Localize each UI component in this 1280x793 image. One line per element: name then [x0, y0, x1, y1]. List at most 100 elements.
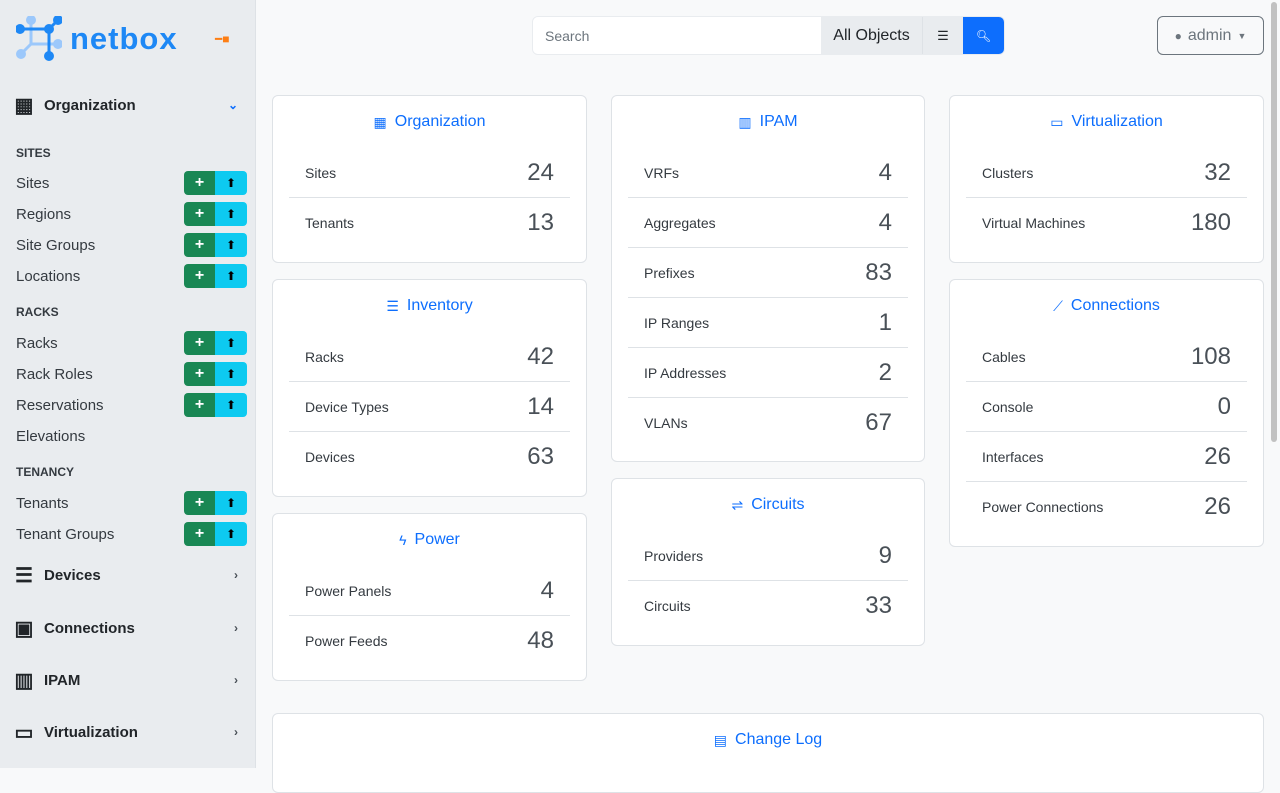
sidebar-group-virtualization[interactable]: ▭ Virtualization › — [0, 712, 256, 752]
card-power: ϟ Power Power Panels 4 Power Feeds 48 — [272, 513, 587, 681]
stat-row[interactable]: Cables 108 — [966, 332, 1247, 382]
chevron-right-icon: › — [234, 673, 238, 687]
stat-count: 2 — [878, 358, 892, 386]
stat-row[interactable]: Virtual Machines 180 — [966, 198, 1247, 248]
stat-row[interactable]: Power Feeds 48 — [289, 616, 570, 666]
stat-row[interactable]: Sites 24 — [289, 148, 570, 198]
netbox-logo[interactable]: netbox — [16, 16, 178, 62]
card-title[interactable]: ⟋ Connections — [950, 280, 1263, 332]
stat-count: 9 — [878, 541, 892, 569]
import-button[interactable]: ⬆ — [215, 522, 247, 546]
import-button[interactable]: ⬆ — [215, 331, 247, 355]
card-title-text: Connections — [1070, 297, 1160, 314]
card-circuits: ⇌ Circuits Providers 9 Circuits 33 — [611, 478, 925, 646]
stat-row[interactable]: Aggregates 4 — [628, 198, 908, 248]
sidebar-item-label: Locations — [16, 267, 81, 285]
card-title[interactable]: ▦ Organization — [273, 96, 586, 148]
chevron-right-icon: › — [234, 621, 238, 635]
stat-label: Circuits — [644, 598, 691, 614]
username: admin — [1187, 26, 1232, 44]
sidebar-item-tenants[interactable]: Tenants + ⬆ — [0, 490, 256, 516]
sidebar-item-elevations[interactable]: Elevations — [0, 423, 256, 449]
card-title-text: Organization — [394, 113, 486, 130]
add-button[interactable]: + — [184, 491, 215, 515]
sidebar-item-regions[interactable]: Regions + ⬆ — [0, 201, 256, 227]
chevron-down-icon: ⌄ — [227, 98, 238, 112]
card-title[interactable]: ▥ IPAM — [612, 96, 924, 148]
sidebar-item-site-groups[interactable]: Site Groups + ⬆ — [0, 232, 256, 258]
stat-label: Power Connections — [982, 499, 1104, 515]
add-button[interactable]: + — [184, 171, 215, 195]
item-actions: + ⬆ — [184, 233, 247, 257]
ethernet-icon: ▣ — [14, 617, 34, 640]
sidebar-item-locations[interactable]: Locations + ⬆ — [0, 263, 256, 289]
stat-count: 180 — [1190, 209, 1231, 236]
add-button[interactable]: + — [184, 362, 215, 386]
card-title[interactable]: ☰ Inventory — [273, 280, 586, 332]
search-scope-select[interactable]: All Objects — [821, 17, 922, 54]
sidebar-item-label: Racks — [16, 334, 58, 352]
import-button[interactable]: ⬆ — [215, 362, 247, 386]
card-title-text: Inventory — [406, 297, 473, 314]
sidebar-group-devices[interactable]: ☰ Devices › — [0, 555, 256, 595]
stat-label: Virtual Machines — [982, 215, 1086, 231]
search-button[interactable]: 🔍︎ — [963, 17, 1004, 54]
stat-row[interactable]: Circuits 33 — [628, 581, 908, 631]
stat-row[interactable]: Tenants 13 — [289, 198, 570, 248]
sidebar-item-tenant-groups[interactable]: Tenant Groups + ⬆ — [0, 521, 256, 547]
sidebar-group-label: IPAM — [44, 671, 81, 689]
add-button[interactable]: + — [184, 264, 215, 288]
import-button[interactable]: ⬆ — [215, 171, 247, 195]
card-title[interactable]: ϟ Power — [273, 514, 586, 566]
pin-sidebar-icon[interactable]: ━■ — [215, 32, 230, 46]
import-button[interactable]: ⬆ — [215, 393, 247, 417]
add-button[interactable]: + — [184, 202, 215, 226]
stat-row[interactable]: Device Types 14 — [289, 382, 570, 432]
stat-row[interactable]: VRFs 4 — [628, 148, 908, 198]
sidebar-item-sites[interactable]: Sites + ⬆ — [0, 170, 256, 196]
stat-row[interactable]: Racks 42 — [289, 332, 570, 382]
sidebar-group-ipam[interactable]: ▥ IPAM › — [0, 660, 256, 700]
sidebar-group-label: Devices — [44, 566, 101, 584]
card-title[interactable]: ▤ Change Log — [273, 714, 1263, 766]
circuits-icon: ⇌ — [731, 496, 744, 513]
stat-row[interactable]: Clusters 32 — [966, 148, 1247, 198]
stat-row[interactable]: VLANs 67 — [628, 398, 908, 448]
card-title[interactable]: ⇌ Circuits — [612, 479, 924, 531]
stat-row[interactable]: Prefixes 83 — [628, 248, 908, 298]
import-button[interactable]: ⬆ — [215, 264, 247, 288]
filter-icon[interactable]: ☰ — [922, 17, 963, 54]
lightning-icon: ϟ — [399, 532, 407, 548]
stat-row[interactable]: Interfaces 26 — [966, 432, 1247, 482]
sidebar-group-connections[interactable]: ▣ Connections › — [0, 608, 256, 648]
stat-label: Interfaces — [982, 448, 1044, 465]
stat-count: 48 — [527, 627, 554, 654]
scrollbar[interactable] — [1271, 2, 1277, 442]
import-button[interactable]: ⬆ — [215, 491, 247, 515]
sidebar-item-rack-roles[interactable]: Rack Roles + ⬆ — [0, 361, 256, 387]
user-menu-button[interactable]: ● admin ▼ — [1157, 16, 1264, 55]
stat-count: 42 — [527, 342, 554, 370]
sidebar-item-racks[interactable]: Racks + ⬆ — [0, 330, 256, 356]
sidebar-item-reservations[interactable]: Reservations + ⬆ — [0, 392, 256, 418]
stat-row[interactable]: IP Ranges 1 — [628, 298, 908, 348]
search-input[interactable] — [533, 17, 821, 54]
stat-row[interactable]: Devices 63 — [289, 432, 570, 482]
item-actions: + ⬆ — [184, 491, 247, 515]
sidebar-item-label: Elevations — [16, 427, 86, 445]
stat-row[interactable]: Console 0 — [966, 382, 1247, 432]
sidebar-item-label: Regions — [16, 205, 72, 223]
stat-row[interactable]: Providers 9 — [628, 531, 908, 581]
add-button[interactable]: + — [184, 522, 215, 546]
add-button[interactable]: + — [184, 233, 215, 257]
stat-row[interactable]: IP Addresses 2 — [628, 348, 908, 398]
stat-row[interactable]: Power Connections 26 — [966, 482, 1247, 532]
import-button[interactable]: ⬆ — [215, 233, 247, 257]
add-button[interactable]: + — [184, 393, 215, 417]
card-title[interactable]: ▭ Virtualization — [950, 96, 1263, 148]
stat-row[interactable]: Power Panels 4 — [289, 566, 570, 616]
sidebar-group-organization[interactable]: ▦ Organization ⌄ — [0, 85, 256, 125]
import-button[interactable]: ⬆ — [215, 202, 247, 226]
stat-count: 32 — [1204, 158, 1231, 186]
add-button[interactable]: + — [184, 331, 215, 355]
